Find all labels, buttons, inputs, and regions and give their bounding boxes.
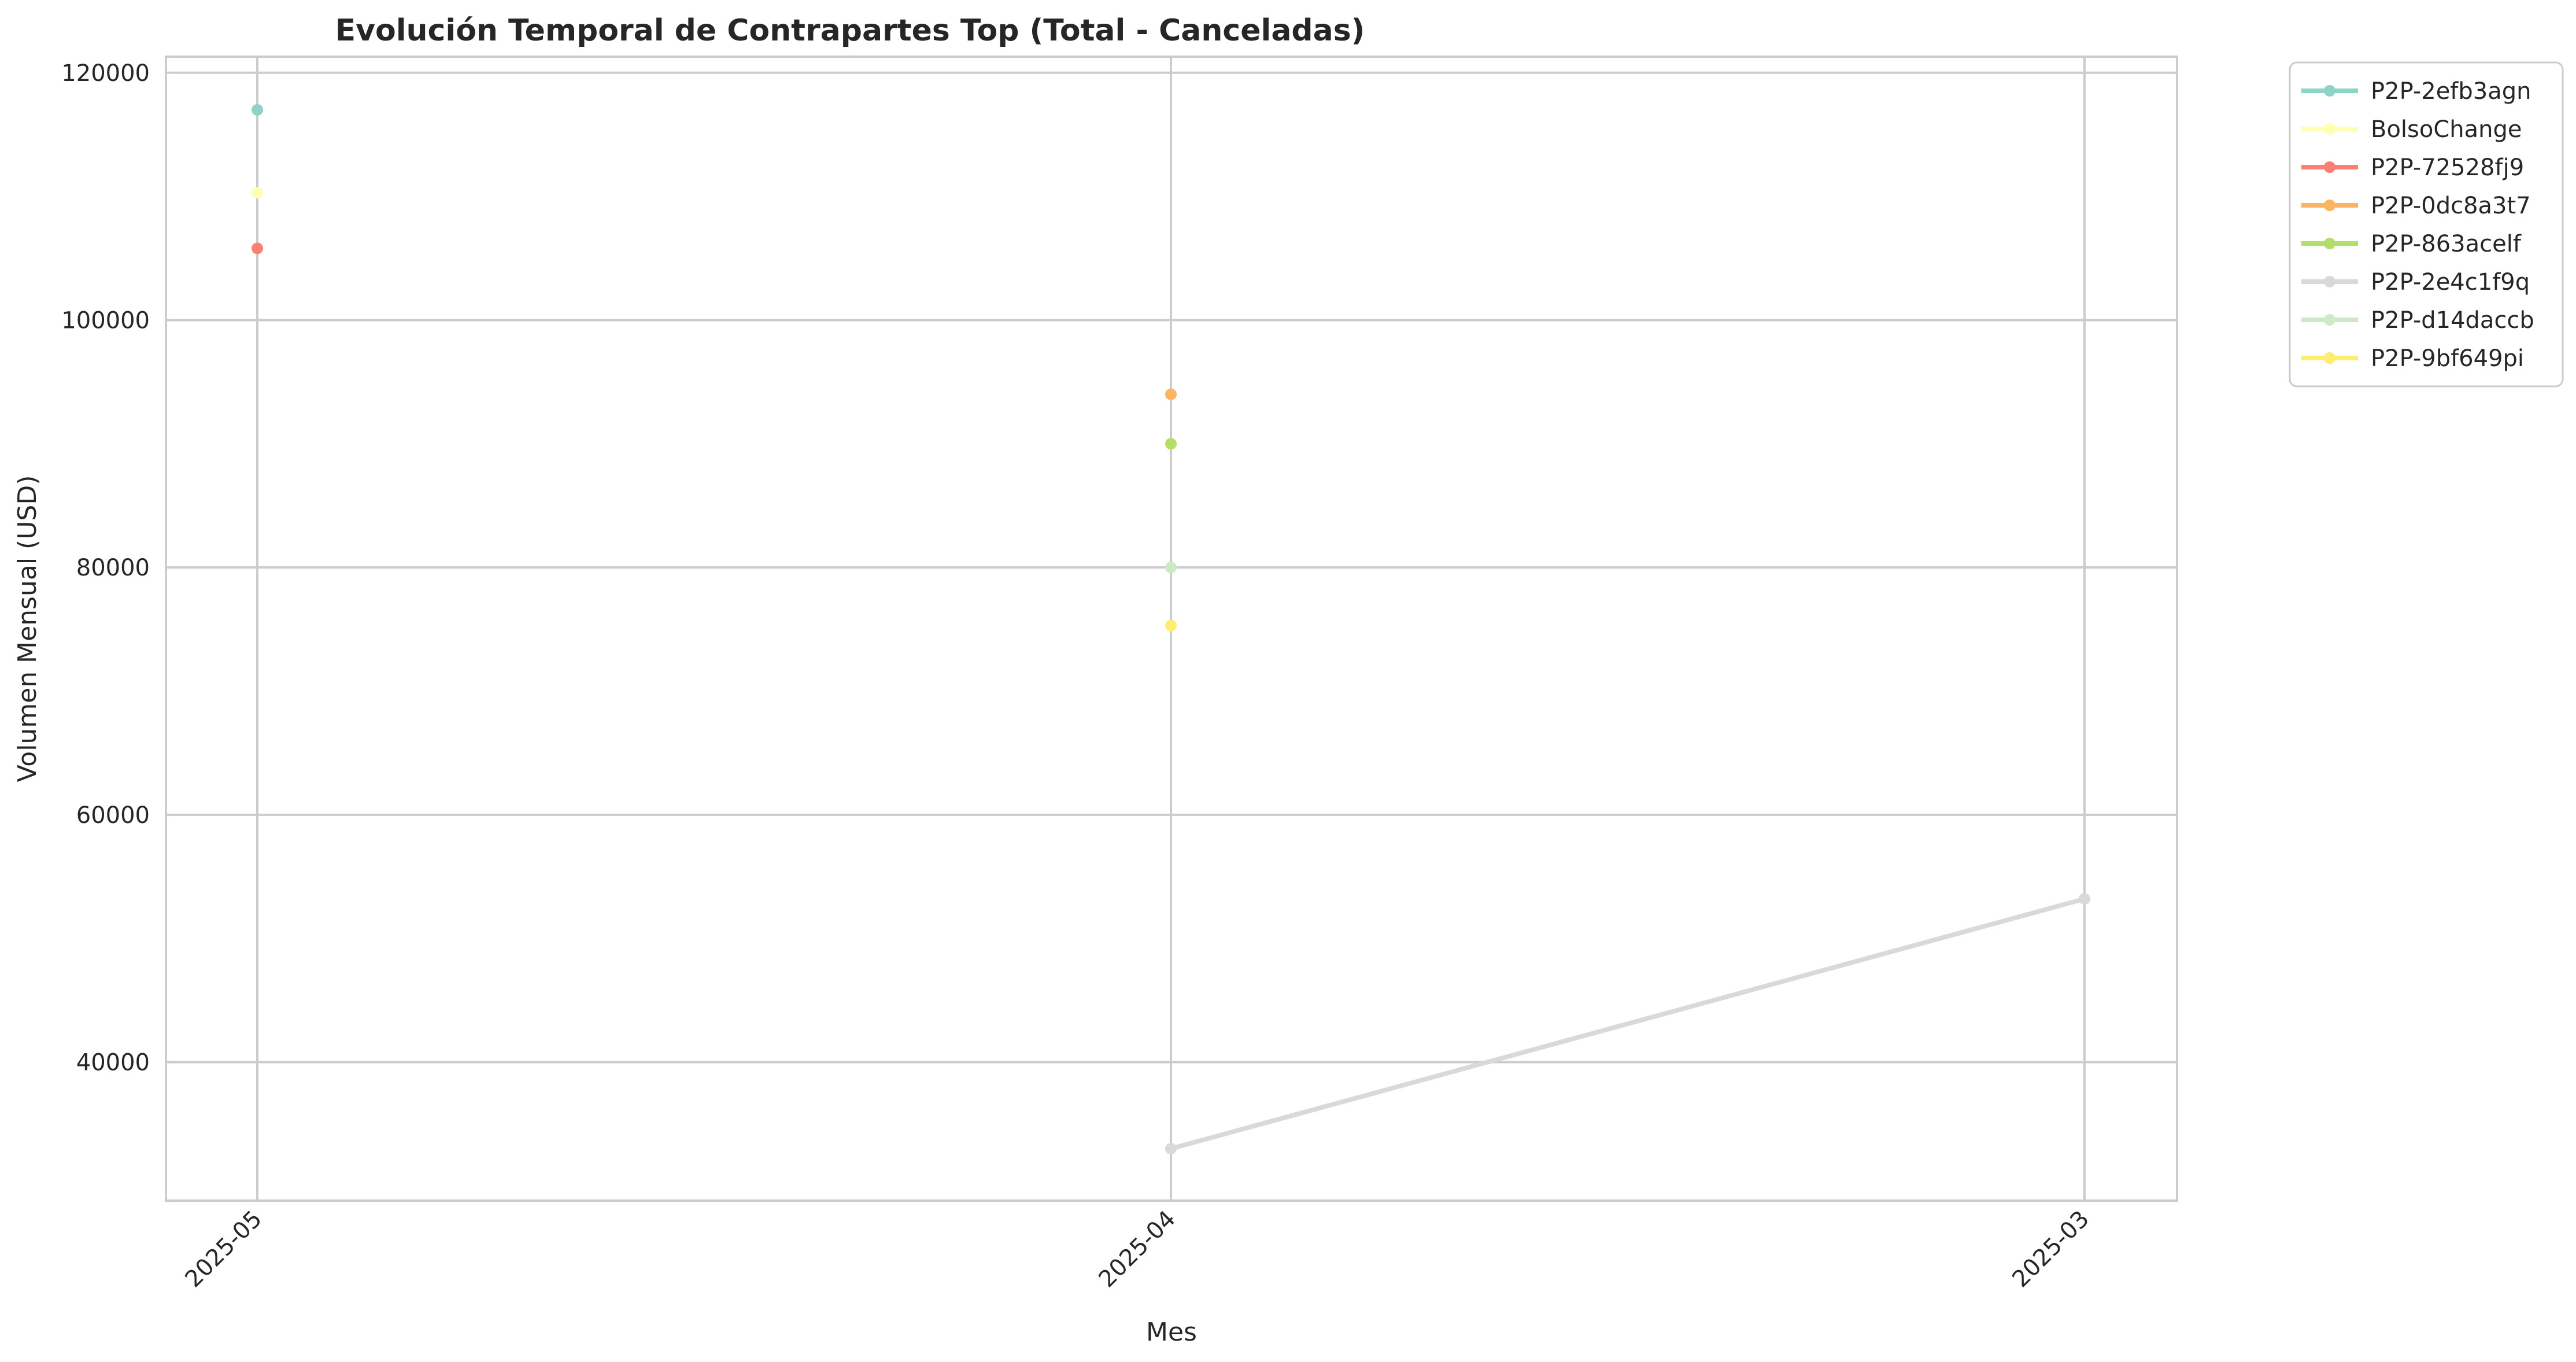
data-point xyxy=(1165,1143,1177,1155)
y-tick-label: 120000 xyxy=(61,60,150,87)
y-tick-label: 100000 xyxy=(61,307,150,334)
legend-label: P2P-72528fj9 xyxy=(2371,154,2524,181)
legend-box xyxy=(2289,61,2564,387)
legend-marker xyxy=(2324,123,2335,135)
legend-label: P2P-d14daccb xyxy=(2371,307,2534,334)
data-point xyxy=(252,242,263,254)
x-axis-label: Mes xyxy=(1146,1317,1197,1347)
data-point xyxy=(1165,388,1177,400)
legend-marker xyxy=(2324,200,2335,211)
legend-marker xyxy=(2324,314,2335,326)
data-point xyxy=(252,104,263,116)
legend-marker xyxy=(2324,352,2335,364)
data-point xyxy=(1165,619,1177,632)
legend-label: P2P-2efb3agn xyxy=(2371,78,2531,105)
series-points xyxy=(252,104,2090,1155)
series-line xyxy=(1169,896,2087,1151)
legend-label: P2P-863acelf xyxy=(2371,231,2522,257)
legend: P2P-2efb3agn BolsoChange P2P-72528fj9 P2P-0… xyxy=(2289,61,2564,387)
legend-marker xyxy=(2324,276,2335,287)
legend-label: P2P-9bf649pi xyxy=(2371,345,2524,372)
y-tick-label: 60000 xyxy=(76,802,150,829)
legend-marker xyxy=(2324,238,2335,249)
data-point xyxy=(1165,562,1177,574)
legend-label: BolsoChange xyxy=(2371,116,2522,143)
legend-label: P2P-0dc8a3t7 xyxy=(2371,193,2531,219)
legend-label: P2P-2e4c1f9q xyxy=(2371,269,2530,296)
plot-frame xyxy=(165,56,2178,1202)
chart-title: Evolución Temporal de Contrapartes Top (… xyxy=(335,13,1365,48)
legend-marker xyxy=(2324,161,2335,173)
data-point xyxy=(1165,438,1177,450)
series-lines xyxy=(1169,896,2087,1151)
legend-marker xyxy=(2324,85,2335,97)
data-point xyxy=(2079,893,2090,905)
data-point xyxy=(252,187,263,199)
y-tick-label: 80000 xyxy=(76,555,150,581)
y-tick-labels: 40000 60000 80000 100000 120000 xyxy=(61,60,150,1076)
y-axis-label: Volumen Mensual (USD) xyxy=(13,475,42,782)
y-tick-label: 40000 xyxy=(76,1050,150,1076)
